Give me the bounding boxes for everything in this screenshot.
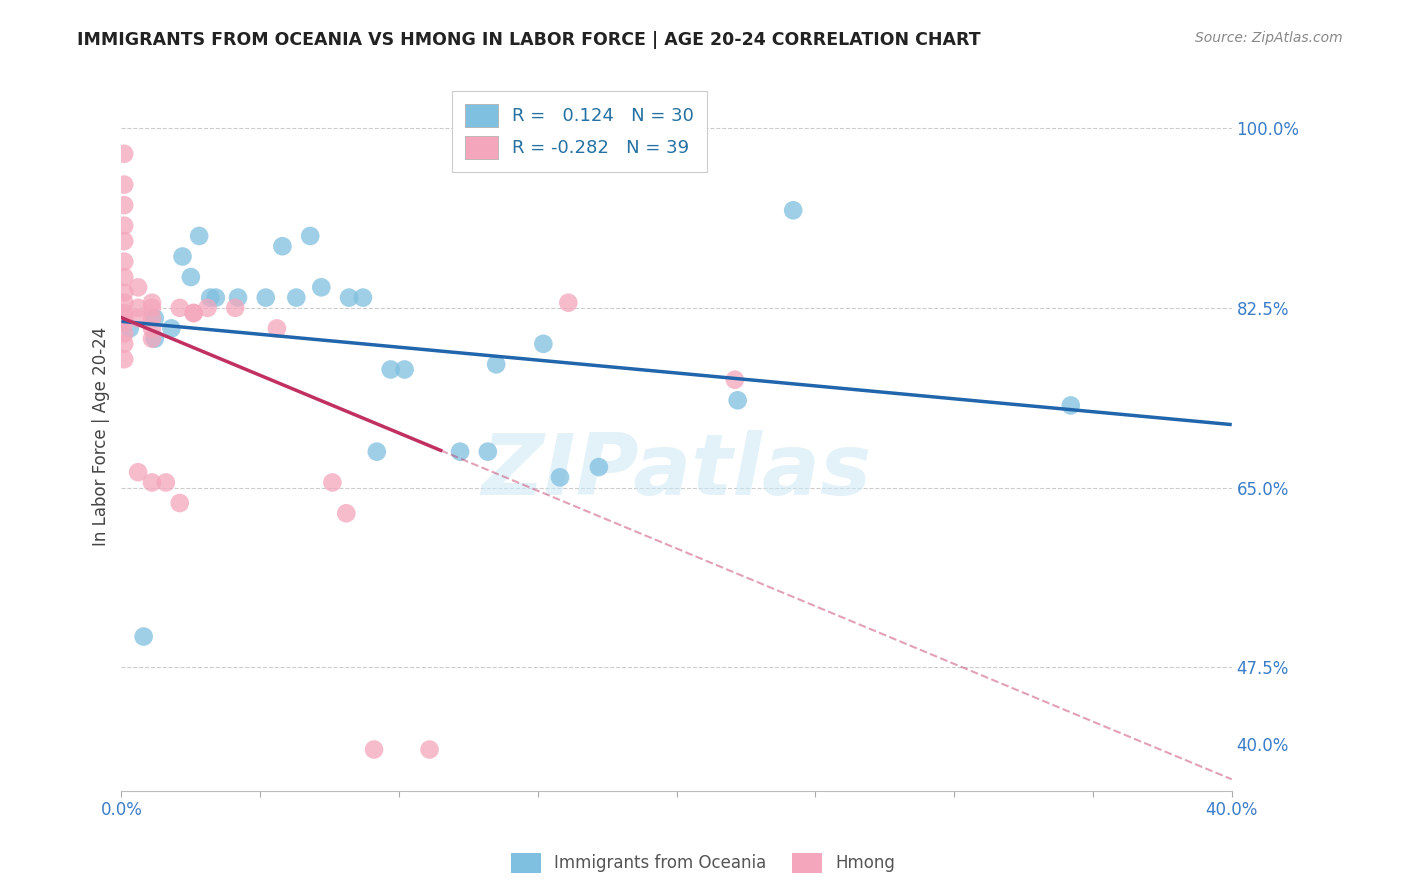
Point [141, 321, 163, 335]
Point [419, 742, 441, 756]
Point [112, 254, 135, 268]
Text: Source: ZipAtlas.com: Source: ZipAtlas.com [1195, 31, 1343, 45]
Point [112, 285, 135, 300]
Point [160, 321, 183, 335]
Point [363, 742, 385, 756]
Point [183, 306, 205, 320]
Point [112, 270, 135, 285]
Point [127, 280, 149, 294]
Point [727, 393, 749, 408]
Point [337, 291, 360, 305]
Point [285, 291, 308, 305]
Point [169, 496, 191, 510]
Point [172, 250, 194, 264]
Point [141, 475, 163, 490]
Point [477, 444, 499, 458]
Point [224, 301, 246, 315]
Point [335, 506, 357, 520]
Legend: R =   0.124   N = 30, R = -0.282   N = 39: R = 0.124 N = 30, R = -0.282 N = 39 [453, 91, 707, 171]
Point [352, 291, 374, 305]
Point [588, 460, 610, 475]
Point [557, 295, 579, 310]
Point [197, 301, 219, 315]
Point [112, 326, 135, 341]
Point [143, 332, 166, 346]
Point [112, 336, 135, 351]
Text: ZIPatlas: ZIPatlas [481, 430, 872, 513]
Point [226, 291, 249, 305]
Point [180, 270, 202, 285]
Point [299, 229, 322, 244]
Point [1060, 399, 1083, 413]
Point [724, 373, 747, 387]
Point [132, 630, 155, 644]
Point [366, 444, 388, 458]
Point [112, 198, 135, 212]
Point [548, 470, 571, 484]
Point [531, 336, 554, 351]
Point [112, 146, 135, 161]
Point [141, 311, 163, 326]
Point [118, 321, 141, 335]
Point [127, 465, 149, 479]
Point [169, 301, 191, 315]
Point [112, 295, 135, 310]
Point [143, 311, 166, 326]
Point [394, 362, 416, 376]
Point [311, 280, 333, 294]
Point [266, 321, 288, 335]
Point [782, 203, 804, 218]
Point [155, 475, 177, 490]
Point [188, 229, 211, 244]
Text: IMMIGRANTS FROM OCEANIA VS HMONG IN LABOR FORCE | AGE 20-24 CORRELATION CHART: IMMIGRANTS FROM OCEANIA VS HMONG IN LABO… [77, 31, 981, 49]
Point [271, 239, 294, 253]
Point [112, 219, 135, 233]
Point [485, 357, 508, 371]
Point [183, 306, 205, 320]
Point [112, 316, 135, 330]
Point [112, 352, 135, 367]
Y-axis label: In Labor Force | Age 20-24: In Labor Force | Age 20-24 [93, 326, 110, 546]
Point [254, 291, 277, 305]
Point [141, 295, 163, 310]
Point [112, 178, 135, 192]
Point [380, 362, 402, 376]
Point [449, 444, 471, 458]
Point [141, 301, 163, 315]
Point [200, 291, 222, 305]
Legend: Immigrants from Oceania, Hmong: Immigrants from Oceania, Hmong [505, 847, 901, 880]
Point [127, 301, 149, 315]
Point [321, 475, 343, 490]
Point [204, 291, 226, 305]
Point [141, 332, 163, 346]
Point [112, 306, 135, 320]
Point [127, 311, 149, 326]
Point [112, 234, 135, 248]
Point [112, 311, 135, 326]
